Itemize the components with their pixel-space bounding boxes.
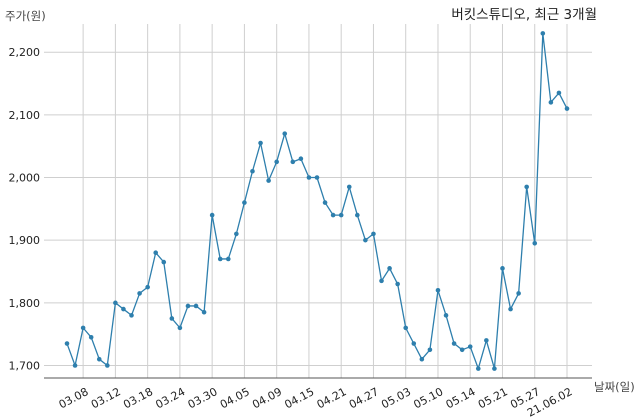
- data-point: [105, 363, 110, 368]
- x-tick-label: 04.15: [282, 385, 316, 411]
- y-tick-label: 1,700: [9, 359, 41, 372]
- data-point: [516, 291, 521, 296]
- data-point: [185, 303, 191, 309]
- y-tick-label: 2,100: [9, 109, 41, 122]
- data-point: [137, 291, 142, 296]
- data-point: [121, 306, 126, 312]
- data-point: [113, 300, 118, 306]
- data-point: [225, 256, 231, 262]
- y-tick-label: 2,000: [9, 172, 41, 185]
- data-point: [234, 231, 239, 237]
- data-point: [314, 175, 320, 180]
- price-series: [64, 31, 570, 371]
- data-point: [475, 366, 481, 371]
- chart-title: 버킷스튜디오, 최근 3개월: [451, 7, 597, 23]
- data-point: [80, 325, 86, 331]
- series-line: [66, 32, 568, 370]
- y-tick-label: 2,200: [9, 46, 41, 59]
- data-point: [153, 250, 159, 255]
- data-point: [242, 200, 247, 205]
- x-tick-label: 05.14: [444, 385, 478, 411]
- data-point: [532, 240, 538, 246]
- data-point: [177, 325, 183, 331]
- x-tick-label: 03.24: [153, 385, 187, 411]
- x-tick-label: 05.21: [476, 385, 510, 411]
- gridlines: [44, 24, 592, 378]
- data-point: [556, 90, 562, 96]
- data-point: [435, 287, 441, 293]
- data-point: [306, 175, 312, 180]
- data-point: [355, 212, 360, 218]
- data-point: [274, 159, 279, 165]
- data-point: [129, 313, 134, 318]
- x-tick-label: 04.05: [218, 385, 252, 411]
- data-point: [500, 266, 505, 271]
- data-point: [346, 184, 352, 190]
- data-point: [564, 106, 570, 111]
- data-point: [201, 309, 207, 315]
- y-axis-title: 주가(원): [5, 9, 46, 23]
- data-point: [290, 159, 296, 165]
- x-tick-label: 03.30: [186, 385, 220, 411]
- x-tick-label: 04.09: [250, 385, 284, 411]
- data-point: [459, 347, 465, 353]
- data-point: [298, 156, 304, 162]
- data-point: [217, 256, 223, 262]
- data-point: [266, 178, 271, 183]
- data-point: [411, 341, 417, 346]
- data-point: [250, 168, 255, 174]
- data-point: [169, 316, 175, 321]
- data-point: [395, 281, 400, 287]
- x-tick-label: 03.12: [89, 385, 123, 411]
- data-point: [508, 306, 513, 312]
- data-point: [548, 100, 554, 105]
- data-point: [484, 338, 489, 343]
- data-point: [161, 259, 167, 265]
- data-point: [330, 212, 336, 218]
- data-point: [540, 31, 546, 36]
- data-point: [403, 325, 409, 331]
- data-point: [322, 200, 328, 205]
- data-point: [96, 356, 102, 362]
- data-point: [64, 341, 70, 346]
- data-point: [193, 303, 199, 309]
- y-tick-labels: 1,700 1,800 1,900 2,000 2,100 2,200: [9, 46, 41, 372]
- x-tick-label: 05.03: [379, 385, 413, 411]
- data-point: [451, 341, 457, 346]
- x-tick-label: 04.27: [347, 385, 381, 411]
- data-point: [209, 212, 215, 218]
- y-tick-label: 1,900: [9, 234, 41, 247]
- x-tick-label: 04.21: [315, 385, 349, 411]
- x-axis-title: 날짜(일): [594, 380, 635, 394]
- data-point: [145, 284, 150, 290]
- data-point: [338, 212, 344, 218]
- data-point: [363, 237, 368, 243]
- data-point: [492, 366, 497, 371]
- data-point: [72, 363, 78, 368]
- data-point: [419, 356, 425, 362]
- data-point: [282, 131, 288, 136]
- x-tick-label: 03.08: [57, 385, 91, 411]
- x-tick-labels: 03.0803.1203.1803.2403.3004.0504.0904.15…: [57, 385, 575, 419]
- data-point: [443, 313, 449, 318]
- x-tick-label: 03.18: [121, 385, 155, 411]
- data-point: [258, 140, 263, 146]
- data-point: [427, 347, 433, 353]
- x-tick-label: 05.10: [411, 385, 445, 411]
- y-tick-label: 1,800: [9, 297, 41, 310]
- data-point: [88, 334, 94, 340]
- data-point: [467, 344, 473, 349]
- data-point: [524, 184, 529, 190]
- data-point: [371, 231, 376, 237]
- data-point: [387, 266, 392, 271]
- data-point: [379, 278, 384, 284]
